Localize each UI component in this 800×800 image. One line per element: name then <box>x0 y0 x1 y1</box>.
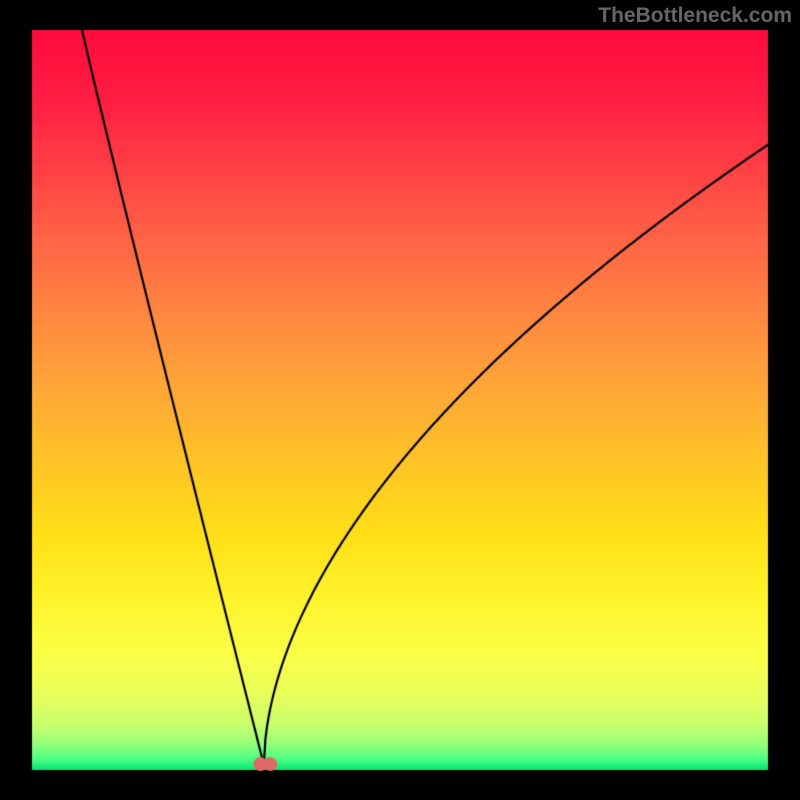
watermark-label: TheBottleneck.com <box>598 4 792 28</box>
chart-container: TheBottleneck.com <box>0 0 800 800</box>
bottleneck-curve-canvas <box>0 0 800 800</box>
